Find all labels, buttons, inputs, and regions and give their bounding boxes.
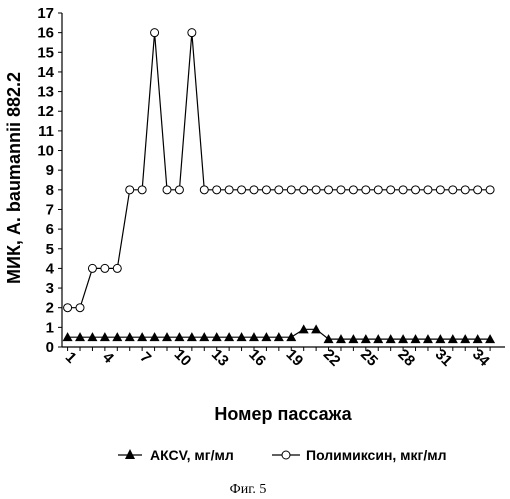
- y-tick-label: 14: [37, 64, 54, 81]
- y-tick-label: 12: [37, 103, 54, 120]
- y-axis-title: МИК, A. baumannii 882.2: [4, 72, 24, 284]
- data-point-polymyxin: [436, 186, 444, 194]
- y-tick-label: 4: [46, 260, 55, 277]
- y-tick-label: 15: [37, 44, 54, 61]
- x-tick-label: 16: [245, 346, 269, 370]
- data-point-polymyxin: [275, 186, 283, 194]
- data-point-polymyxin: [238, 186, 246, 194]
- x-tick-label: 10: [171, 346, 195, 370]
- data-point-polymyxin: [337, 186, 345, 194]
- legend-marker-polymyxin: [282, 451, 290, 459]
- data-point-polymyxin: [163, 186, 171, 194]
- y-tick-label: 8: [46, 182, 54, 199]
- data-point-polymyxin: [374, 186, 382, 194]
- y-tick-label: 16: [37, 25, 54, 42]
- figure-caption: Фиг. 5: [230, 482, 267, 497]
- data-point-polymyxin: [64, 304, 72, 312]
- data-point-polymyxin: [412, 186, 420, 194]
- x-tick-label: 13: [208, 346, 232, 370]
- x-tick-label: 7: [136, 349, 154, 367]
- data-point-polymyxin: [474, 186, 482, 194]
- data-point-polymyxin: [300, 186, 308, 194]
- data-point-polymyxin: [76, 304, 84, 312]
- data-point-polymyxin: [262, 186, 270, 194]
- data-point-polymyxin: [113, 264, 121, 272]
- data-point-polymyxin: [138, 186, 146, 194]
- x-tick-label: 31: [432, 346, 456, 370]
- legend: АКСV, мг/мл Полимиксин, мкг/мл: [118, 447, 447, 463]
- y-tick-label: 13: [37, 84, 54, 101]
- legend-label-aksv: АКСV, мг/мл: [150, 447, 234, 463]
- y-tick-label: 17: [37, 5, 54, 22]
- data-point-polymyxin: [151, 29, 159, 37]
- data-point-polymyxin: [387, 186, 395, 194]
- data-point-polymyxin: [200, 186, 208, 194]
- data-point-polymyxin: [461, 186, 469, 194]
- data-point-polymyxin: [88, 264, 96, 272]
- series-line-polymyxin: [68, 33, 490, 308]
- x-tick-label: 22: [320, 346, 344, 370]
- data-point-polymyxin: [325, 186, 333, 194]
- data-point-polymyxin: [486, 186, 494, 194]
- y-tick-label: 5: [46, 241, 54, 258]
- y-tick-label: 11: [38, 123, 54, 140]
- data-point-polymyxin: [250, 186, 258, 194]
- x-tick-label: 4: [99, 349, 117, 367]
- y-tick-label: 1: [46, 319, 54, 336]
- data-point-polymyxin: [449, 186, 457, 194]
- x-tick-label: 25: [357, 346, 381, 370]
- y-tick-label: 9: [46, 162, 54, 179]
- legend-label-polymyxin: Полимиксин, мкг/мл: [306, 447, 447, 463]
- y-tick-labels: 01234567891011121314151617: [37, 5, 54, 356]
- x-tick-label: 28: [394, 346, 418, 370]
- data-point-polymyxin: [175, 186, 183, 194]
- x-tick-label: 19: [283, 346, 307, 370]
- data-point-polymyxin: [349, 186, 357, 194]
- data-point-polymyxin: [362, 186, 370, 194]
- y-tick-label: 10: [37, 143, 54, 160]
- data-point-polymyxin: [101, 264, 109, 272]
- data-point-polymyxin: [399, 186, 407, 194]
- x-tick-label: 1: [62, 349, 80, 367]
- data-point-polymyxin: [188, 29, 196, 37]
- legend-marker-aksv: [125, 449, 135, 459]
- y-tick-label: 3: [46, 280, 54, 297]
- data-point-polymyxin: [312, 186, 320, 194]
- data-point-polymyxin: [287, 186, 295, 194]
- data-point-polymyxin: [225, 186, 233, 194]
- axes: [58, 13, 505, 351]
- x-tick-labels: 1 4 7 10 13 16 19 22 25 28 31 34: [62, 346, 493, 370]
- x-axis-title: Номер пассажа: [214, 404, 352, 424]
- y-tick-label: 2: [46, 300, 54, 317]
- data-point-polymyxin: [126, 186, 134, 194]
- y-tick-label: 7: [46, 201, 54, 218]
- data-point-polymyxin: [424, 186, 432, 194]
- y-tick-label: 0: [46, 339, 54, 356]
- y-tick-label: 6: [46, 221, 54, 238]
- series-points: [63, 29, 495, 343]
- x-tick-label: 34: [469, 346, 493, 370]
- data-point-polymyxin: [213, 186, 221, 194]
